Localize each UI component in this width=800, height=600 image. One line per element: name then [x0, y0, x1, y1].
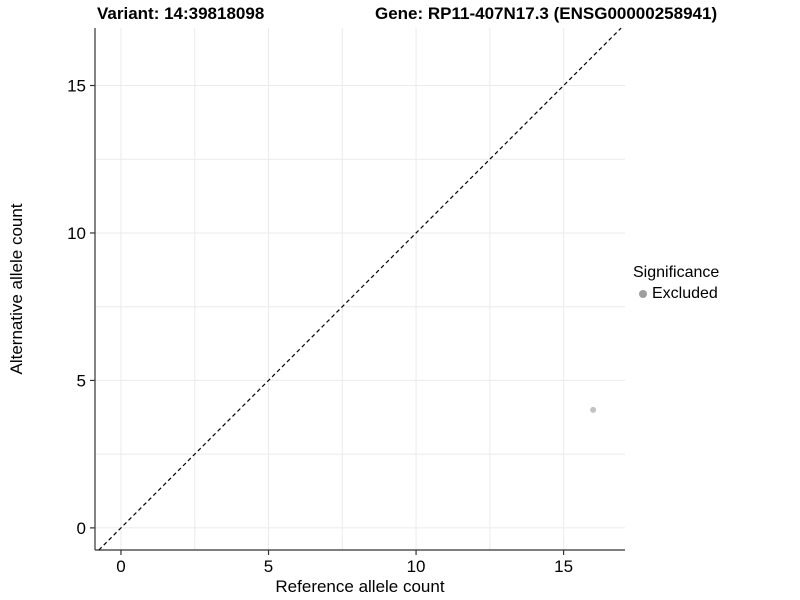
tick-labels: 0 5 10 15 0 5 10 15: [67, 77, 573, 576]
legend-item-label: Excluded: [652, 285, 718, 302]
gridlines: [95, 28, 625, 550]
y-tick-label: 15: [67, 77, 86, 96]
legend-item-excluded: Excluded: [633, 285, 719, 303]
y-tick-label: 0: [77, 519, 86, 538]
data-point-excluded: [590, 406, 597, 413]
x-tick-label: 0: [116, 557, 125, 576]
axes: [94, 28, 625, 551]
x-tick-label: 15: [554, 557, 573, 576]
x-axis-label: Reference allele count: [275, 577, 444, 596]
legend-title: Significance: [633, 264, 720, 281]
data-points: [590, 406, 597, 413]
legend: Significance Excluded: [633, 264, 719, 303]
y-axis-label: Alternative allele count: [7, 203, 26, 374]
x-tick-label: 5: [264, 557, 273, 576]
tick-marks: [90, 84, 565, 555]
legend-point-icon: [639, 290, 647, 298]
x-tick-label: 10: [407, 557, 426, 576]
plot-title-gene: Gene: RP11-407N17.3 (ENSG00000258941): [375, 4, 718, 23]
identity-line: [98, 27, 622, 551]
plot-title-variant: Variant: 14:39818098: [97, 4, 265, 23]
y-tick-label: 5: [77, 371, 86, 390]
y-tick-label: 10: [67, 224, 86, 243]
